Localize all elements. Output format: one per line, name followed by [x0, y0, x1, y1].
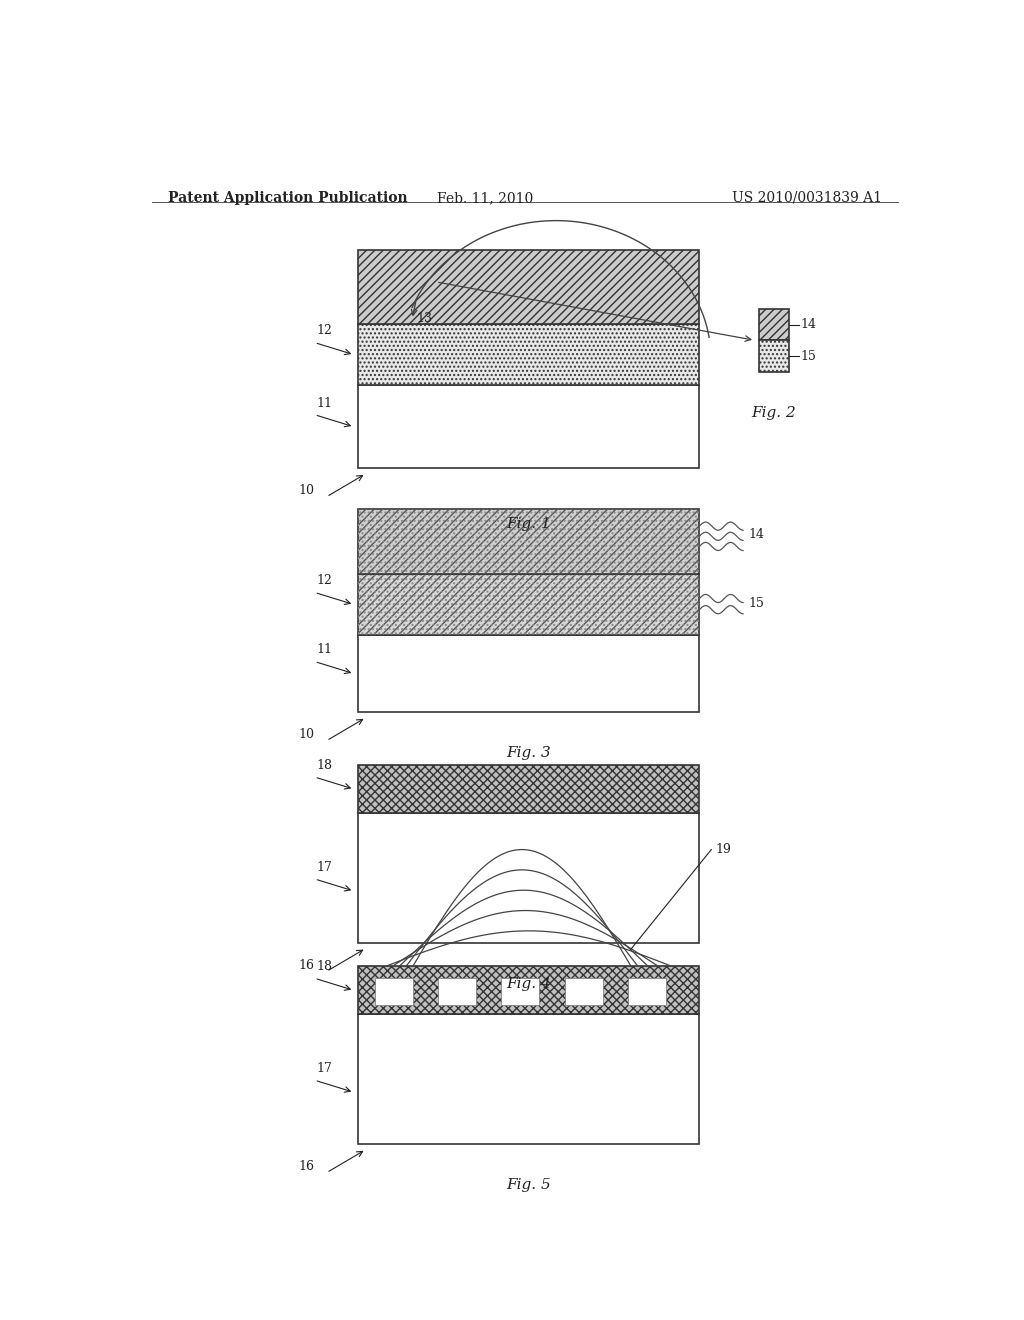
Text: 19: 19 [715, 843, 731, 857]
Text: Fig. 3: Fig. 3 [507, 746, 551, 760]
Bar [358, 385, 699, 469]
Text: Fig. 4: Fig. 4 [507, 977, 551, 991]
Text: 12: 12 [316, 325, 332, 338]
Bar [358, 966, 699, 1015]
Text: 14: 14 [749, 528, 765, 541]
Text: 12: 12 [316, 574, 332, 587]
Bar [358, 574, 699, 635]
Text: Fig. 5: Fig. 5 [507, 1177, 551, 1192]
Text: 10: 10 [299, 484, 314, 498]
Bar [358, 574, 699, 635]
Text: 16: 16 [299, 958, 314, 972]
Bar [358, 574, 699, 635]
Bar [358, 510, 699, 574]
Text: 16: 16 [299, 1160, 314, 1173]
Text: 10: 10 [299, 729, 314, 742]
Text: Feb. 11, 2010: Feb. 11, 2010 [437, 191, 534, 205]
Bar [358, 635, 699, 713]
Text: US 2010/0031839 A1: US 2010/0031839 A1 [732, 191, 882, 205]
Text: 18: 18 [316, 759, 332, 772]
Text: Patent Application Publication: Patent Application Publication [168, 191, 408, 205]
Text: Fig. 1: Fig. 1 [507, 517, 551, 532]
Text: 17: 17 [316, 1063, 332, 1074]
Text: 11: 11 [316, 643, 332, 656]
Text: Fig. 2: Fig. 2 [752, 405, 797, 420]
Text: 18: 18 [316, 960, 332, 973]
Bar [358, 1015, 699, 1144]
Text: 17: 17 [316, 861, 332, 874]
Text: 15: 15 [800, 350, 816, 363]
Bar [628, 978, 666, 1005]
Bar [358, 510, 699, 574]
Bar [438, 978, 476, 1005]
Bar [358, 510, 699, 574]
Bar [358, 766, 699, 813]
Bar [759, 309, 790, 341]
Text: 11: 11 [316, 396, 332, 409]
Bar [759, 341, 790, 372]
Bar [502, 978, 540, 1005]
Bar [358, 249, 699, 325]
Bar [564, 978, 602, 1005]
Text: 15: 15 [749, 597, 765, 610]
Bar [358, 325, 699, 385]
Bar [375, 978, 413, 1005]
Text: 13: 13 [416, 313, 432, 326]
Bar [358, 813, 699, 942]
Text: 14: 14 [800, 318, 816, 331]
